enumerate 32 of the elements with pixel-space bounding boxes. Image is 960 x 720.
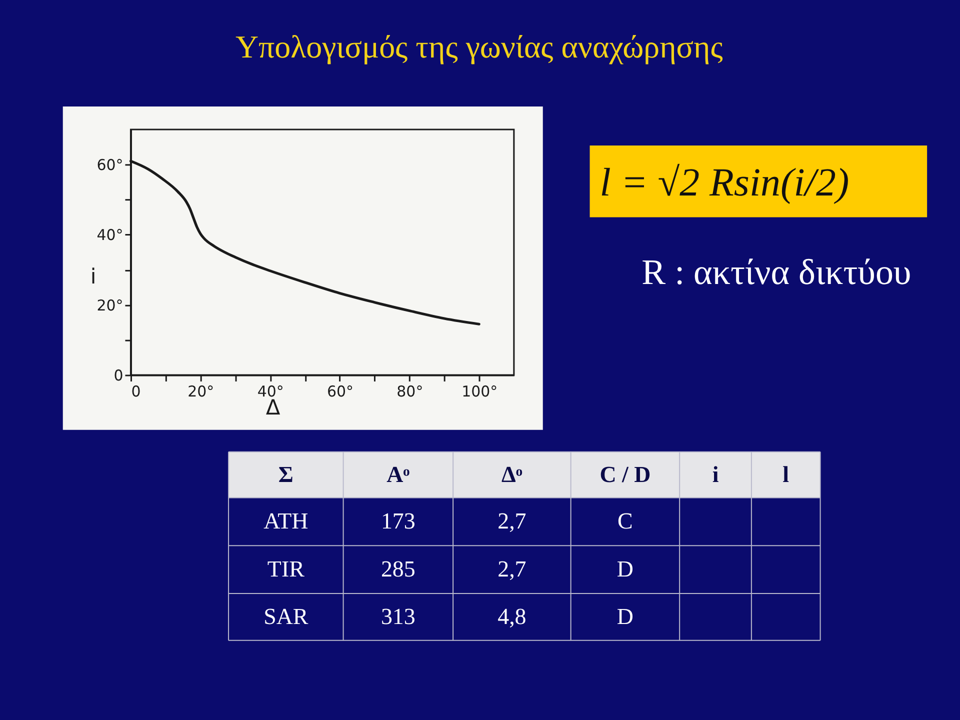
category-label: ATH	[264, 508, 308, 534]
y-tick-label: 20°	[96, 296, 124, 314]
text: 313	[380, 604, 416, 629]
x-tick-label: 0	[131, 382, 141, 400]
x-tick-label: 100°	[462, 382, 498, 400]
chart-title: Υπολογισμός της γωνίας αναχώρησης	[236, 30, 724, 65]
text: Σ	[278, 462, 294, 487]
y-tick-label: 40°	[96, 226, 124, 244]
text: 4,8	[498, 604, 526, 629]
x-tick-label: 60°	[326, 382, 354, 400]
category-label: C / D	[600, 462, 651, 487]
text: 173	[380, 508, 416, 534]
y-tick-label: 0	[114, 366, 124, 384]
category-label: i	[712, 462, 720, 487]
category-label: SAR	[264, 604, 308, 629]
category-label: TIR	[267, 556, 304, 582]
text: 2,7	[498, 556, 526, 582]
x-tick-label: 40°	[257, 382, 284, 400]
text: C	[618, 508, 633, 534]
text: R : ακτίνα δικτύου	[642, 252, 912, 292]
text: l = √2 Rsin(i/2)	[600, 159, 850, 204]
category-label: Δᵒ	[501, 462, 523, 487]
y-axis-title: i	[90, 264, 96, 288]
category-label: l	[782, 462, 790, 487]
text: 2,7	[498, 508, 526, 534]
y-tick-label: 60°	[96, 156, 124, 174]
text: D	[616, 604, 634, 629]
x-tick-label: 20°	[188, 382, 214, 400]
x-tick-label: 80°	[396, 382, 424, 400]
category-label: Aᵒ	[386, 462, 410, 487]
text: D	[616, 556, 634, 582]
text: 285	[380, 556, 416, 582]
